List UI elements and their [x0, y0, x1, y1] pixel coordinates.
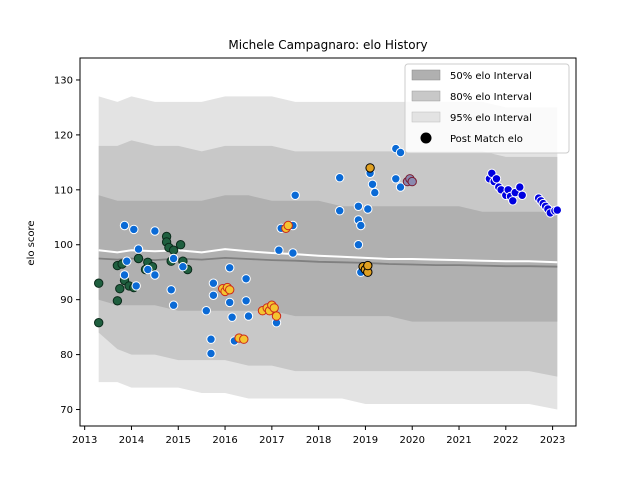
y-tick-label: 100	[54, 240, 73, 251]
post-match-points	[94, 143, 562, 359]
data-point-s1-24	[243, 311, 254, 321]
median-line	[98, 248, 558, 264]
x-tick-label: 2015	[166, 435, 191, 446]
x-tick-label: 2021	[446, 435, 471, 446]
data-point-s1-41	[370, 187, 380, 198]
legend: 50% elo Interval 80% elo Interval 95% el…	[404, 63, 570, 154]
data-point-s1-5	[133, 244, 144, 254]
plot-area	[94, 96, 562, 410]
data-point-s1-2	[122, 256, 132, 266]
data-point-s1-4	[131, 281, 141, 291]
data-point-s1-31	[335, 173, 345, 183]
data-point-s5-3	[491, 174, 502, 184]
data-point-s1-28	[288, 248, 298, 258]
x-tick-label: 2016	[212, 435, 237, 446]
data-point-s2-13	[283, 220, 293, 231]
x-tick-label: 2019	[353, 435, 378, 446]
legend-marker-post-match	[420, 132, 432, 144]
data-point-s1-26	[274, 245, 284, 255]
data-point-s4-2	[407, 176, 417, 187]
data-point-s1-22	[241, 296, 251, 306]
data-point-s1-11	[168, 253, 179, 264]
legend-label-post-match: Post Match elo	[450, 134, 523, 145]
data-point-s1-36	[353, 240, 364, 250]
data-point-s1-40	[367, 179, 378, 190]
chart-title: Michele Campagnaro: elo History	[228, 38, 427, 52]
data-point-s0-4	[115, 284, 125, 294]
band-50	[98, 195, 558, 322]
data-point-s0-1	[94, 318, 104, 328]
data-point-s1-0	[119, 220, 130, 231]
y-tick-label: 70	[60, 405, 73, 416]
data-point-s1-14	[206, 334, 216, 344]
trend-lines	[98, 248, 558, 268]
legend-label-50: 50% elo Interval	[450, 71, 532, 82]
data-point-s1-8	[150, 270, 160, 280]
data-point-s1-44	[391, 174, 401, 184]
mean-line	[98, 256, 558, 268]
data-point-s1-45	[395, 182, 406, 192]
data-point-s0-9	[133, 253, 144, 264]
x-tick-label: 2022	[493, 435, 518, 446]
x-tick-label: 2014	[119, 435, 144, 446]
data-point-s0-2	[112, 296, 123, 306]
data-point-s1-30	[290, 190, 300, 201]
data-point-s2-5	[239, 334, 249, 344]
data-point-s1-33	[353, 201, 364, 212]
legend-swatch-50	[411, 69, 441, 81]
data-point-s1-1	[129, 224, 139, 235]
data-point-s1-32	[335, 206, 345, 216]
data-point-s1-20	[227, 312, 237, 322]
data-point-s1-15	[206, 348, 216, 359]
data-point-s1-17	[208, 290, 219, 300]
legend-swatch-80	[411, 90, 441, 102]
y-axis-ticks: 70 80 90 100 110 120 130	[54, 75, 80, 416]
legend-swatch-95	[411, 111, 441, 123]
y-tick-label: 90	[60, 295, 73, 306]
x-tick-label: 2013	[72, 435, 97, 446]
data-point-s1-9	[166, 285, 176, 295]
x-tick-label: 2020	[399, 435, 424, 446]
data-point-s5-9	[508, 196, 518, 206]
data-point-s1-18	[225, 263, 235, 273]
y-tick-label: 80	[60, 350, 73, 361]
x-tick-label: 2017	[259, 435, 284, 446]
data-point-s3-3	[363, 260, 373, 271]
y-axis-label: elo score	[26, 220, 37, 265]
data-point-s0-17	[168, 245, 179, 255]
data-point-s1-10	[168, 300, 179, 310]
x-tick-label: 2018	[306, 435, 331, 446]
data-point-s1-7	[150, 226, 160, 236]
x-tick-label: 2023	[540, 435, 565, 446]
y-tick-label: 130	[54, 75, 73, 86]
data-point-s1-3	[119, 270, 130, 280]
data-point-s0-18	[175, 240, 186, 250]
axes-frame	[79, 57, 577, 427]
legend-box	[404, 63, 570, 154]
data-point-s1-38	[363, 204, 373, 214]
y-tick-label: 120	[54, 130, 73, 141]
data-point-s5-20	[552, 205, 562, 215]
x-axis-ticks: 2013 2014 2015 2016 2017 2018 2019 2020 2021 2022…	[72, 426, 565, 446]
data-point-s2-11	[271, 311, 282, 321]
data-point-s0-0	[94, 278, 104, 288]
data-point-s1-13	[201, 306, 212, 316]
data-point-s2-10	[269, 303, 279, 313]
legend-label-95: 95% elo Interval	[450, 113, 532, 124]
interval-bands	[98, 96, 558, 410]
data-point-s1-23	[241, 274, 251, 284]
data-point-s5-11	[515, 182, 525, 192]
data-point-s1-12	[178, 262, 188, 272]
legend-label-80: 80% elo Interval	[450, 92, 532, 103]
data-point-s1-19	[225, 297, 235, 308]
data-point-s1-35	[356, 220, 366, 231]
data-point-s5-12	[517, 190, 527, 201]
data-point-s2-3	[225, 285, 235, 295]
data-point-s1-6	[143, 264, 153, 275]
y-tick-label: 110	[54, 185, 73, 196]
data-point-s1-16	[208, 278, 219, 288]
data-point-s3-4	[365, 163, 375, 173]
data-point-s1-43	[395, 147, 406, 158]
